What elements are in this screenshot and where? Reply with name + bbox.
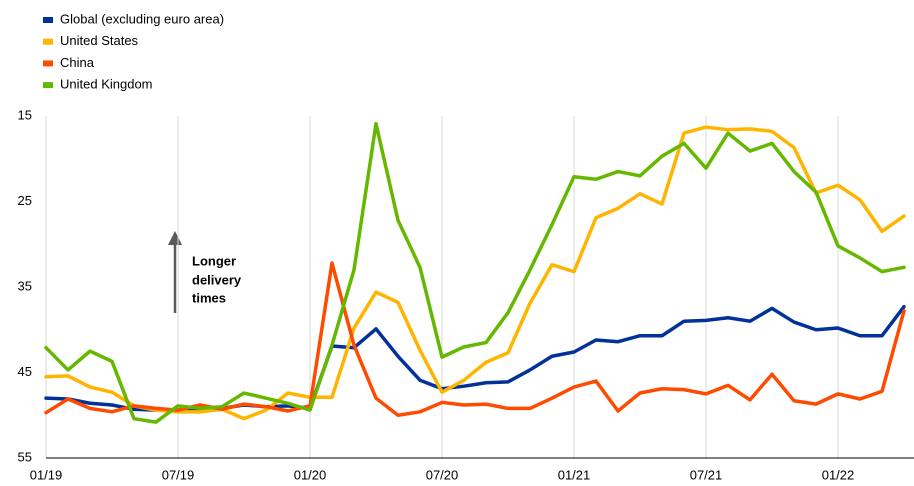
x-tick-label: 07/21 bbox=[690, 467, 723, 482]
x-tick-label: 07/19 bbox=[162, 467, 195, 482]
y-tick-label: 15 bbox=[18, 107, 32, 122]
plot-area bbox=[44, 121, 906, 424]
y-tick-label: 55 bbox=[18, 449, 32, 464]
y-tick-label: 45 bbox=[18, 364, 32, 379]
legend-swatch bbox=[43, 60, 53, 67]
legend-label: China bbox=[60, 55, 95, 70]
x-tick-label: 07/20 bbox=[426, 467, 459, 482]
annotation-text: Longer bbox=[192, 253, 236, 268]
x-tick-label: 01/22 bbox=[822, 467, 855, 482]
x-tick-label: 01/20 bbox=[294, 467, 327, 482]
annotation-text: delivery bbox=[192, 272, 242, 287]
series-line bbox=[44, 121, 906, 424]
legend-swatch bbox=[43, 82, 53, 89]
legend-label: United Kingdom bbox=[60, 77, 153, 92]
legend-label: Global (excluding euro area) bbox=[60, 11, 224, 26]
y-tick-label: 35 bbox=[18, 278, 32, 293]
series-line bbox=[44, 304, 906, 412]
x-tick-label: 01/19 bbox=[30, 467, 63, 482]
annotation-arrow-head bbox=[168, 231, 182, 245]
legend-label: United States bbox=[60, 33, 139, 48]
series-line bbox=[44, 125, 906, 421]
legend-swatch bbox=[43, 38, 53, 45]
y-tick-label: 25 bbox=[18, 193, 32, 208]
annotation-text: times bbox=[192, 290, 226, 305]
x-tick-label: 01/21 bbox=[558, 467, 591, 482]
legend-swatch bbox=[43, 17, 53, 23]
